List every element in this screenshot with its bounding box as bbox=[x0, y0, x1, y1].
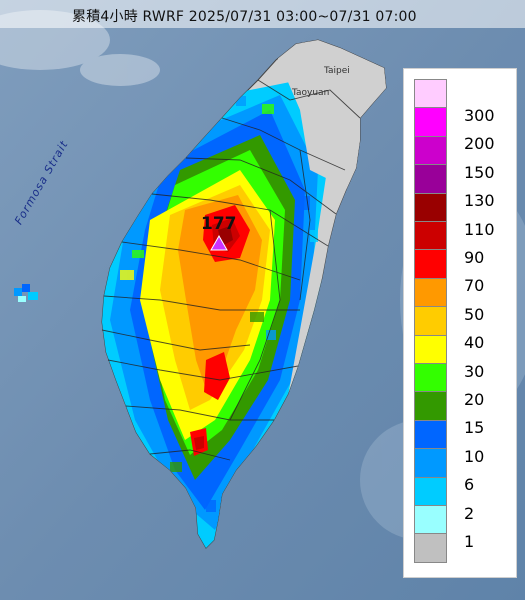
legend-label: 30 bbox=[464, 361, 485, 381]
legend-label: 50 bbox=[464, 304, 485, 324]
legend-swatch bbox=[414, 79, 447, 109]
legend-label: 20 bbox=[464, 389, 485, 409]
rain-band-70mm-central bbox=[204, 352, 230, 400]
legend-label: 40 bbox=[464, 333, 485, 353]
legend-swatch bbox=[414, 363, 447, 393]
legend-swatch bbox=[414, 107, 447, 137]
legend-label: 150 bbox=[464, 162, 495, 182]
triangle-max-icon bbox=[210, 234, 228, 251]
legend-label: 90 bbox=[464, 247, 485, 267]
title-bar: 累積4小時 RWRF 2025/07/31 03:00~07/31 07:00 bbox=[0, 0, 525, 28]
legend-swatch bbox=[414, 334, 447, 364]
legend-swatch bbox=[414, 164, 447, 194]
legend-label: 70 bbox=[464, 276, 485, 296]
rainfall-shading bbox=[102, 40, 386, 548]
legend-swatch bbox=[414, 249, 447, 279]
legend-label: 1 bbox=[464, 531, 475, 551]
legend-swatch bbox=[414, 192, 447, 222]
legend-swatch bbox=[414, 277, 447, 308]
legend-swatch bbox=[414, 505, 447, 535]
legend-swatch bbox=[414, 533, 447, 563]
max-rain-value: 177 bbox=[201, 214, 237, 234]
legend-label: 130 bbox=[464, 191, 495, 211]
legend-swatch bbox=[414, 419, 447, 450]
rain-band-90mm-south bbox=[194, 436, 204, 450]
legend-label: 10 bbox=[464, 446, 485, 466]
label-taipei: Taipei bbox=[324, 66, 350, 76]
rain-texture bbox=[120, 96, 318, 512]
legend-label: 6 bbox=[464, 475, 475, 495]
legend-label: 110 bbox=[464, 219, 495, 239]
legend-swatch bbox=[414, 221, 447, 251]
legend-swatch bbox=[414, 448, 447, 478]
legend-label: 2 bbox=[464, 503, 475, 523]
map-title: 累積4小時 RWRF 2025/07/31 03:00~07/31 07:00 bbox=[72, 9, 417, 25]
legend-swatch bbox=[414, 391, 447, 421]
legend-label: 200 bbox=[464, 134, 495, 154]
legend-label: 15 bbox=[464, 418, 485, 438]
offshore-rain-cell bbox=[14, 284, 38, 302]
legend-swatch bbox=[414, 135, 447, 166]
legend-swatch bbox=[414, 306, 447, 336]
legend-label: 300 bbox=[464, 105, 495, 125]
legend: 300 200 150 130 110 90 70 50 40 30 20 15 10 6 2 1 bbox=[403, 68, 517, 578]
label-taoyuan: Taoyuan bbox=[292, 88, 330, 98]
legend-swatch bbox=[414, 476, 447, 506]
county-boundaries bbox=[101, 79, 361, 461]
